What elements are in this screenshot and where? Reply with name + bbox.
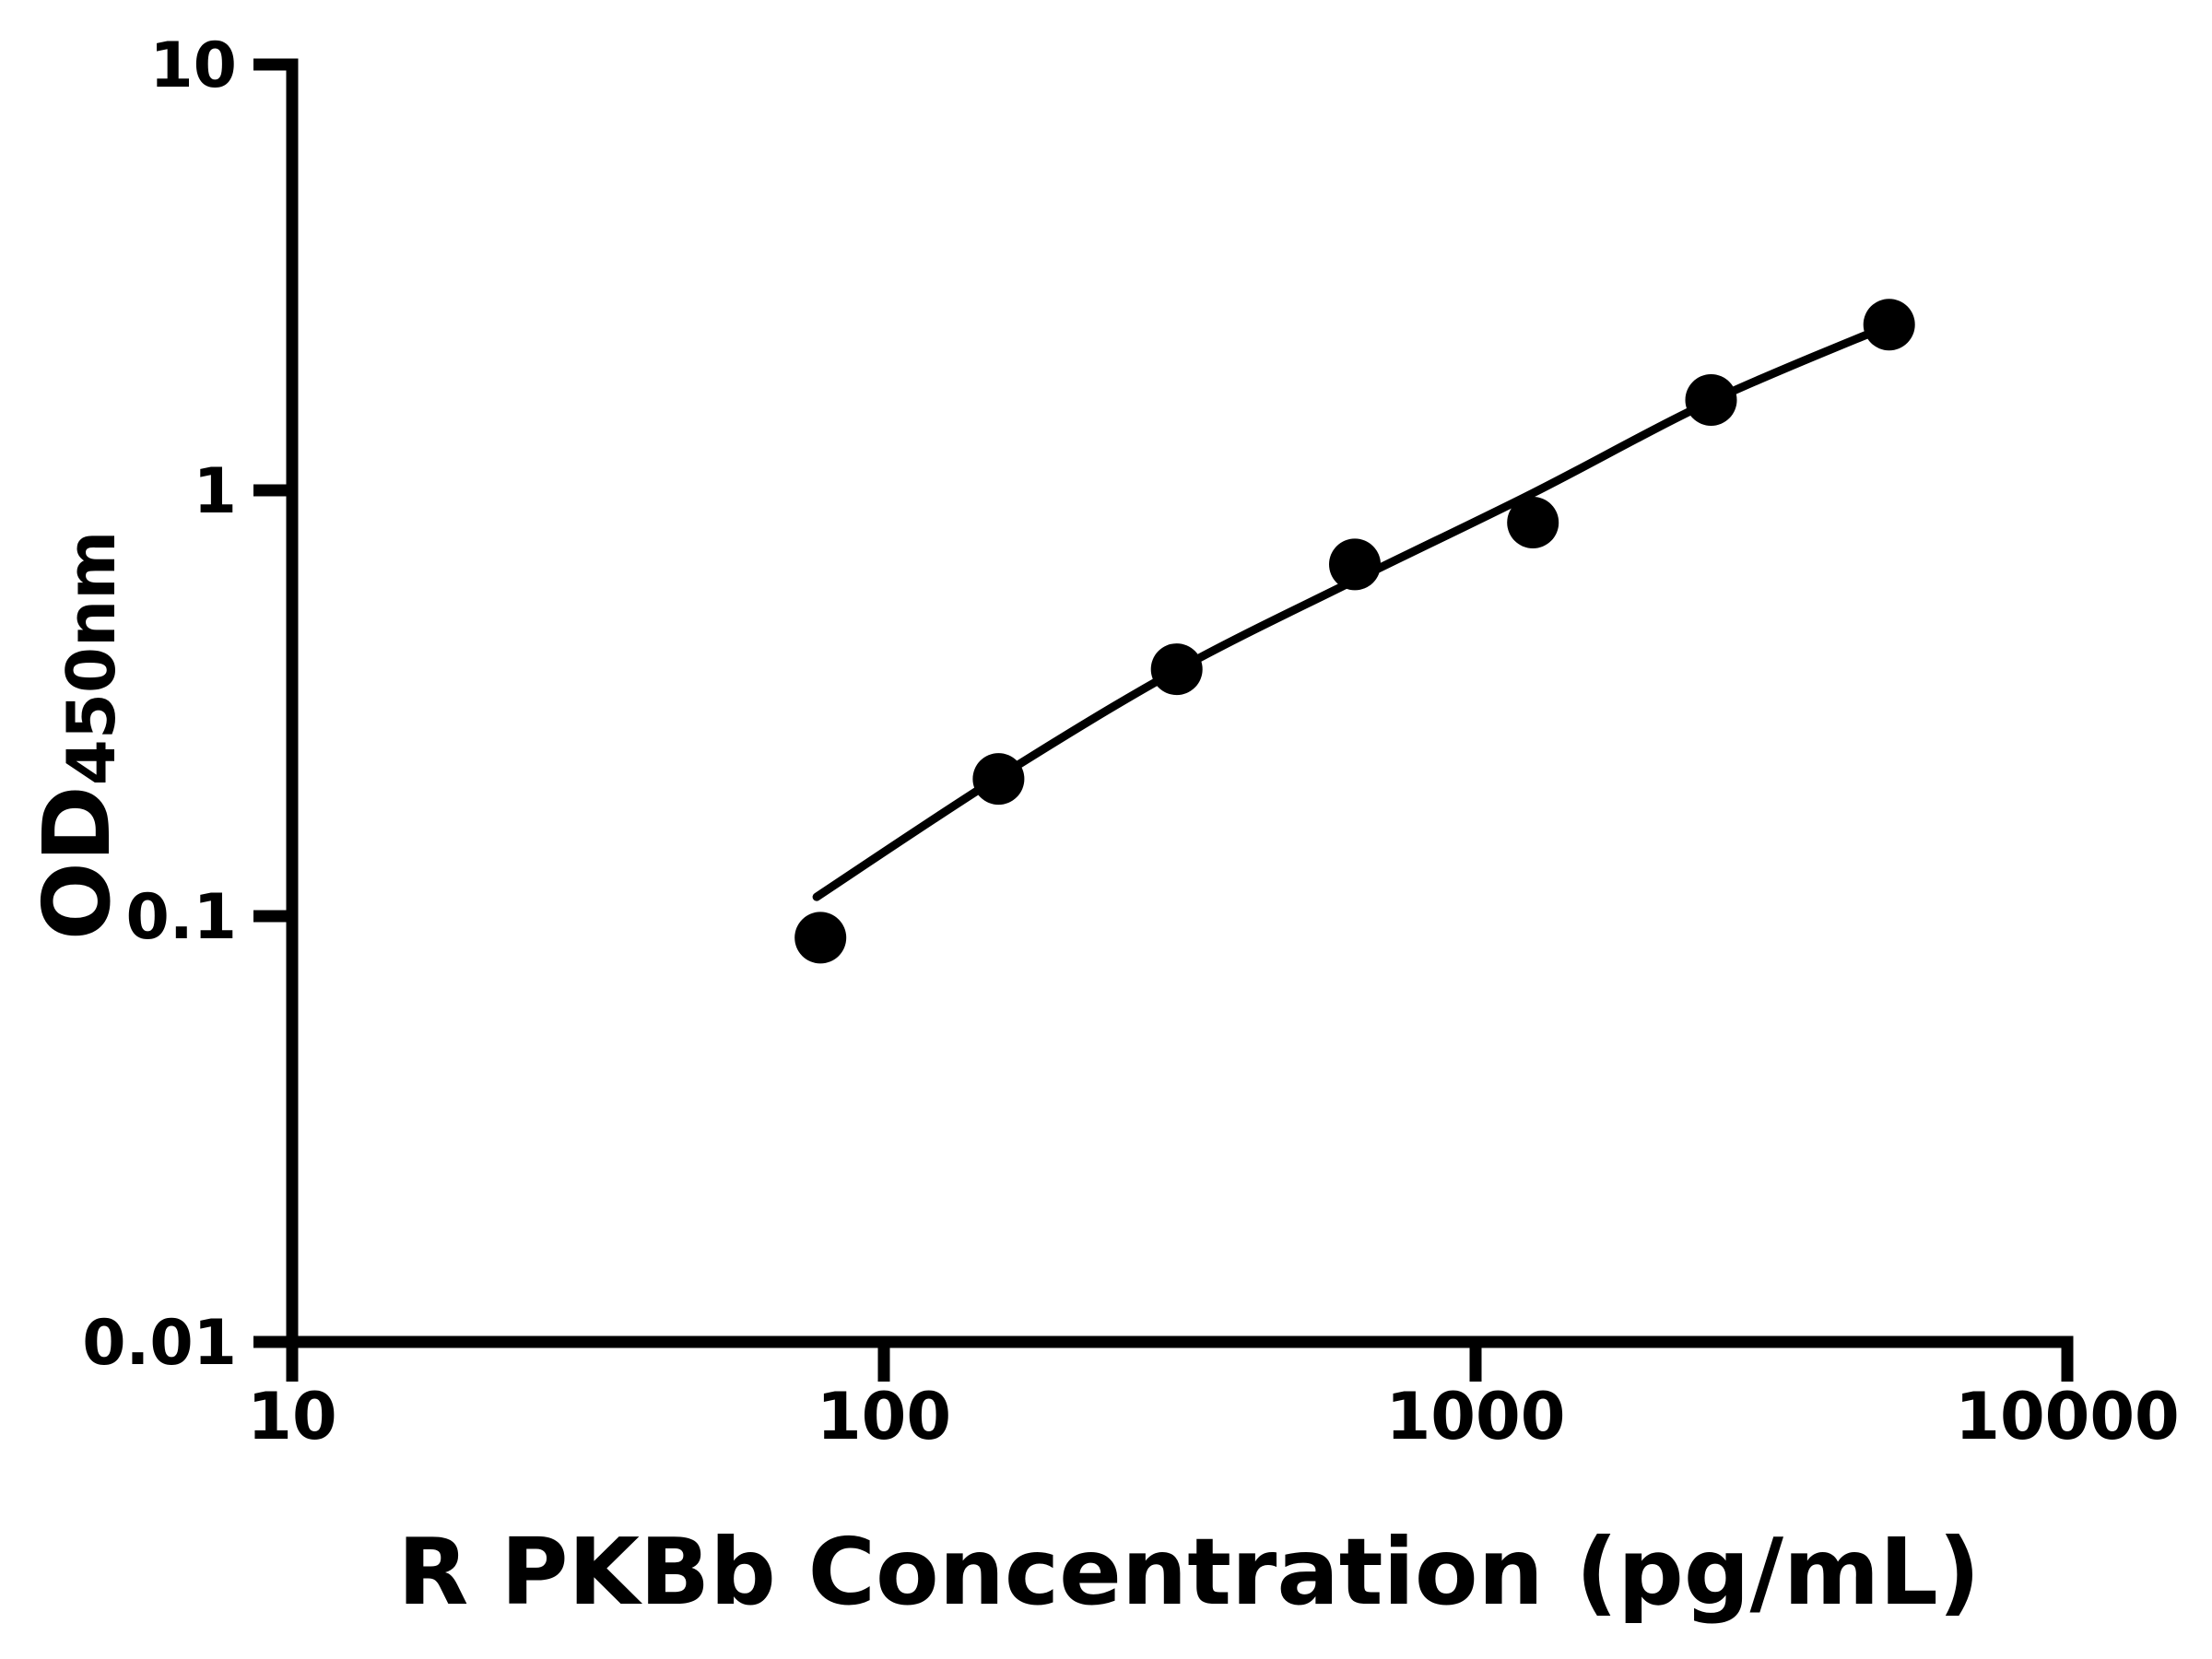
data-points-group <box>794 299 1915 964</box>
x-tick-label: 100 <box>817 1379 951 1454</box>
data-point <box>1150 643 1203 696</box>
data-point <box>794 912 847 964</box>
data-point <box>1329 538 1381 591</box>
x-tick-label: 1000 <box>1386 1379 1566 1454</box>
y-tick-label: 0.1 <box>126 881 237 954</box>
data-point <box>1863 299 1915 351</box>
data-point <box>972 753 1025 806</box>
x-axis-title: R PKBb Concentration (pg/mL) <box>397 1518 1980 1626</box>
y-tick-label: 10 <box>149 29 237 102</box>
data-point <box>1685 374 1737 426</box>
axes-group <box>286 58 2074 1348</box>
data-point <box>1507 497 1559 548</box>
x-tick-label: 10000 <box>1955 1379 2180 1454</box>
y-axis-title-main: OD <box>23 785 131 940</box>
y-axis-title: OD450nm <box>23 531 131 941</box>
y-tick-label: 0.01 <box>82 1307 237 1380</box>
y-tick-label: 1 <box>194 455 237 528</box>
x-tick-label: 10 <box>247 1379 336 1454</box>
y-axis-title-subscript: 450nm <box>53 531 130 786</box>
